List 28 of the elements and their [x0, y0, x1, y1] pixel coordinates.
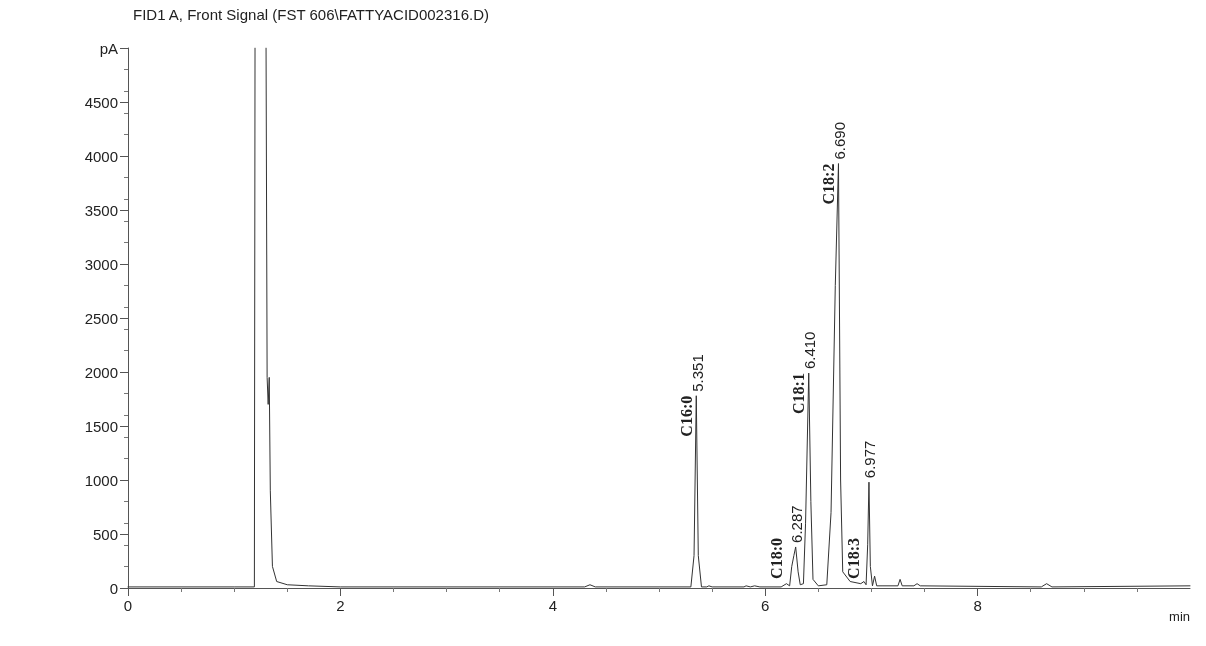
x-axis-title: min: [1169, 609, 1190, 624]
y-tick-label: 4500: [84, 93, 118, 111]
y-tick-label: 3500: [84, 201, 118, 219]
annotation: 6.977: [861, 440, 879, 479]
x-tick-label: 4: [548, 597, 557, 614]
annotation: 6.690: [830, 122, 848, 160]
annotation: 5.351: [688, 354, 706, 392]
annotation: C18:3: [845, 538, 863, 579]
x-tick-label: 6: [761, 597, 770, 614]
y-tick-label: 0: [109, 579, 118, 597]
y-tick-label: 4000: [84, 147, 118, 165]
x-tick-label: 2: [336, 597, 345, 614]
annotation: 6.410: [801, 331, 819, 370]
y-tick-label: 2000: [84, 363, 118, 381]
y-tick-label: 3000: [84, 255, 118, 273]
y-tick-label: 500: [92, 525, 118, 543]
x-tick-label: 8: [973, 597, 982, 614]
annotation: C16:0: [677, 395, 695, 437]
annotation: C18:0: [767, 538, 785, 579]
annotation: C18:2: [819, 163, 837, 205]
y-tick-label: pA: [99, 39, 118, 57]
annotation: C18:1: [790, 373, 808, 414]
y-tick-label: 1000: [84, 471, 118, 489]
chart-title: FID1 A, Front Signal (FST 606\FATTYACID002316.D): [133, 6, 489, 23]
annotation: 6.287: [788, 505, 806, 543]
y-tick-label: 2500: [84, 309, 118, 327]
x-tick-label: 0: [123, 597, 133, 614]
y-tick-label: 1500: [84, 417, 118, 435]
